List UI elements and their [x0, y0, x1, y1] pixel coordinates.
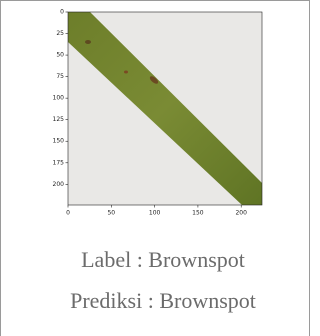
y-tick-label: 0: [60, 9, 64, 16]
x-tick-label: 50: [107, 210, 115, 217]
y-tick-label: 50: [56, 52, 64, 59]
y-tick-label: 25: [56, 30, 64, 37]
card: Label : Brownspot Prediksi : Brownspot 0…: [0, 0, 310, 336]
image: [68, 12, 262, 205]
brown-spot: [85, 40, 91, 44]
y-tick-label: 125: [53, 116, 65, 123]
y-tick-label: 75: [56, 73, 64, 80]
x-tick-label: 0: [66, 210, 70, 217]
x-tick-label: 100: [149, 210, 161, 217]
label-text: Label : Brownspot: [81, 247, 245, 272]
y-tick-label: 150: [53, 138, 65, 145]
y-tick-label: 200: [53, 181, 65, 188]
x-tick-label: 200: [235, 210, 247, 217]
x-tick-label: 150: [192, 210, 204, 217]
y-tick-label: 175: [53, 159, 65, 166]
y-tick-label: 100: [53, 95, 65, 102]
prediction-text: Prediksi : Brownspot: [70, 288, 256, 313]
brown-spot: [124, 71, 128, 74]
